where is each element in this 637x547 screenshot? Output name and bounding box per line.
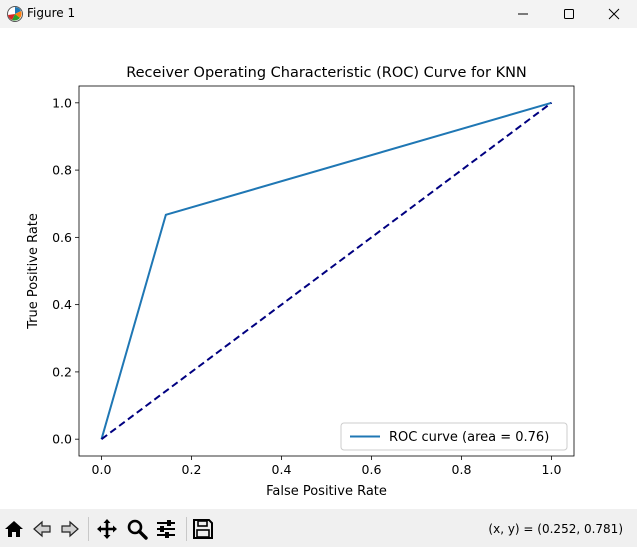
close-button[interactable] [591, 0, 637, 28]
pan-button[interactable] [96, 518, 118, 540]
y-tick-label: 0.8 [52, 163, 72, 178]
configure-subplots-icon [157, 520, 175, 538]
y-axis-label: True Positive Rate [26, 213, 41, 330]
y-tick-label: 0.6 [52, 230, 72, 245]
y-tick-label: 1.0 [52, 95, 72, 110]
y-tick-label: 0.4 [52, 297, 72, 312]
series-layer [100, 101, 553, 440]
x-tick-label: 0.4 [272, 462, 292, 477]
save-icon [193, 519, 213, 539]
figure-canvas[interactable]: 0.0 0.2 0.4 0.6 0.8 1.0 0.0 0.2 0.4 0.6 0.8 1.0 Rec… [0, 28, 637, 509]
x-tick-label: 0.2 [182, 462, 202, 477]
ticks-layer: 0.0 0.2 0.4 0.6 0.8 1.0 0.0 0.2 0.4 0.6 0.8 1.0 [52, 95, 561, 477]
close-icon [608, 8, 620, 20]
home-icon [5, 521, 23, 537]
window-titlebar: Figure 1 [0, 0, 637, 28]
back-icon [33, 520, 51, 538]
legend: ROC curve (area = 0.76) [340, 422, 568, 451]
forward-icon [61, 520, 79, 538]
legend-box [340, 422, 568, 451]
minimize-button[interactable] [500, 0, 546, 28]
x-tick-label: 0.0 [92, 462, 112, 477]
roc-curve-line [100, 101, 552, 440]
toolbar-separator [88, 517, 89, 541]
chart-title: Receiver Operating Characteristic (ROC) … [126, 65, 527, 81]
x-tick-label: 0.8 [452, 462, 472, 477]
back-button[interactable] [31, 518, 53, 540]
x-axis-label: False Positive Rate [266, 484, 387, 499]
configure-subplots-button[interactable] [155, 518, 177, 540]
toolbar-separator [186, 517, 187, 541]
plot-frame [78, 85, 575, 457]
forward-button[interactable] [59, 518, 81, 540]
zoom-icon [127, 519, 148, 540]
pan-icon [97, 519, 117, 539]
maximize-button[interactable] [546, 0, 592, 28]
minimize-icon [518, 13, 528, 15]
y-tick-label: 0.0 [52, 432, 72, 447]
x-tick-label: 0.6 [362, 462, 382, 477]
save-button[interactable] [192, 518, 214, 540]
window-title: Figure 1 [27, 6, 76, 20]
home-button[interactable] [3, 518, 25, 540]
x-tick-label: 1.0 [542, 462, 562, 477]
matplotlib-logo-icon [7, 6, 23, 22]
chance-diagonal-line [100, 102, 553, 440]
roc-chart: 0.0 0.2 0.4 0.6 0.8 1.0 0.0 0.2 0.4 0.6 0.8 1.0 Rec… [26, 65, 575, 499]
y-tick-label: 0.2 [52, 364, 72, 379]
navigation-toolbar: (x, y) = (0.252, 0.781) [0, 509, 637, 547]
legend-label: ROC curve (area = 0.76) [389, 430, 549, 445]
cursor-coordinates: (x, y) = (0.252, 0.781) [488, 522, 623, 536]
zoom-button[interactable] [126, 518, 148, 540]
maximize-icon [564, 9, 574, 19]
